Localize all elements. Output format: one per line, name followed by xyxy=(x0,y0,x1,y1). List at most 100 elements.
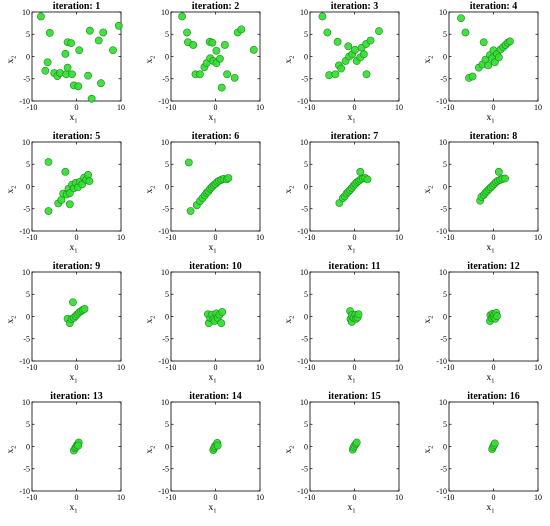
chart-10-xtick-label: 0 xyxy=(214,363,218,372)
chart-15-xtick-label: 0 xyxy=(353,493,357,502)
chart-3-point xyxy=(344,42,353,51)
chart-9-xtick-label: -10 xyxy=(27,363,38,372)
chart-1-point xyxy=(114,21,123,30)
chart-2-point xyxy=(196,70,204,79)
chart-2-xlabel-sub: 1 xyxy=(213,118,216,125)
chart-16-xtick-label: -10 xyxy=(444,493,455,502)
chart-1-ytick-label: -10 xyxy=(19,97,30,106)
chart-3-point xyxy=(318,12,327,21)
chart-15-ytick-label: 5 xyxy=(304,420,308,429)
chart-9-title: iteration: 9 xyxy=(53,261,101,272)
chart-14-title: iteration: 14 xyxy=(189,391,242,402)
chart-6-ytick-label: 5 xyxy=(165,160,169,169)
chart-15-ylabel-sub: 2 xyxy=(289,446,296,449)
chart-5-xtick-label: -10 xyxy=(27,233,38,242)
chart-9-ytick-label: 5 xyxy=(26,290,30,299)
chart-12-point xyxy=(493,312,501,320)
chart-16-xtick-label: 10 xyxy=(534,493,542,502)
chart-12-ytick-label: 5 xyxy=(443,290,447,299)
chart-10-point xyxy=(217,319,226,328)
chart-15-ylabel-main: x xyxy=(284,449,294,454)
chart-1-ytick-label: 10 xyxy=(22,8,30,17)
chart-3-xlabel-main: x xyxy=(348,113,353,123)
chart-8-xtick-label: 10 xyxy=(534,233,542,242)
chart-9-ylabel: x2 xyxy=(6,316,18,324)
chart-8-point xyxy=(501,174,509,183)
chart-11-ytick-label: 0 xyxy=(304,312,308,321)
chart-12-title: iteration: 12 xyxy=(467,261,520,272)
chart-14-xlabel-sub: 1 xyxy=(213,508,216,515)
chart-8-ytick-label: -10 xyxy=(436,227,447,236)
chart-5-point xyxy=(44,158,53,166)
chart-3-point xyxy=(362,70,371,79)
chart-1-point xyxy=(68,70,76,79)
chart-6-xlabel-main: x xyxy=(209,243,214,253)
chart-2-point xyxy=(216,54,224,63)
chart-6-xlabel-sub: 1 xyxy=(213,248,216,255)
chart-15-xlabel-main: x xyxy=(348,503,353,513)
chart-10-ylabel-main: x xyxy=(145,319,155,324)
chart-5-xtick-label: 10 xyxy=(117,233,125,242)
chart-3-ytick-label: -5 xyxy=(301,75,308,84)
chart-16-ytick-label: 5 xyxy=(443,420,447,429)
chart-12-xlabel: x1 xyxy=(487,373,495,385)
chart-4-point xyxy=(457,14,465,23)
chart-10-ytick-label: 10 xyxy=(161,268,169,277)
chart-13-xlabel: x1 xyxy=(70,503,78,515)
chart-7-ytick-label: -10 xyxy=(297,227,308,236)
chart-11-ylabel-main: x xyxy=(284,319,294,324)
chart-3-ytick-label: 10 xyxy=(300,8,308,17)
chart-2-xtick-label: -10 xyxy=(166,103,177,112)
chart-11-title: iteration: 11 xyxy=(329,261,381,272)
chart-6-point xyxy=(224,174,233,182)
chart-16-ytick-label: 0 xyxy=(443,442,447,451)
chart-9-xtick-label: 10 xyxy=(117,363,125,372)
chart-1-point xyxy=(85,26,94,35)
chart-1-point xyxy=(41,66,50,75)
chart-1-xtick-label: 0 xyxy=(75,103,79,112)
chart-4-xlabel: x1 xyxy=(487,113,495,125)
chart-8-ytick-label: -5 xyxy=(440,205,447,214)
chart-2-ytick-label: 0 xyxy=(165,52,169,61)
chart-3-point xyxy=(375,27,383,36)
chart-3-ylabel: x2 xyxy=(284,56,296,64)
chart-15-xlabel-sub: 1 xyxy=(352,508,355,515)
chart-5-title: iteration: 5 xyxy=(53,131,101,142)
chart-3-ylabel-sub: 2 xyxy=(289,56,296,59)
chart-8-ytick-label: 5 xyxy=(443,160,447,169)
chart-2-title: iteration: 2 xyxy=(192,1,240,12)
chart-14-xlabel-main: x xyxy=(209,503,214,513)
chart-12-ylabel-sub: 2 xyxy=(428,316,435,319)
chart-10-ylabel-sub: 2 xyxy=(150,316,157,319)
chart-3-xlabel-sub: 1 xyxy=(352,118,355,125)
chart-2-ylabel-main: x xyxy=(145,59,155,64)
chart-7-xtick-label: 10 xyxy=(395,233,403,242)
chart-13-point xyxy=(74,441,83,450)
chart-5-ytick-label: -5 xyxy=(23,205,30,214)
chart-10-title: iteration: 10 xyxy=(189,261,242,272)
chart-8-title: iteration: 8 xyxy=(470,131,518,142)
chart-12-ylabel: x2 xyxy=(423,316,435,324)
chart-13-ytick-label: -5 xyxy=(23,465,30,474)
chart-9-xlabel-sub: 1 xyxy=(74,378,77,385)
chart-3-point xyxy=(331,70,340,79)
chart-9-point xyxy=(69,298,77,307)
chart-11-xtick-label: 10 xyxy=(395,363,403,372)
chart-6-point xyxy=(186,207,195,215)
chart-4-point xyxy=(479,38,488,47)
chart-14-ytick-label: 0 xyxy=(165,442,169,451)
chart-9-ylabel-main: x xyxy=(6,319,16,324)
chart-12-xtick-label: 0 xyxy=(492,363,496,372)
chart-1-ytick-label: 5 xyxy=(26,30,30,39)
chart-1-point xyxy=(109,46,117,55)
chart-5-ytick-label: -10 xyxy=(19,227,30,236)
chart-1-xlabel-main: x xyxy=(70,113,75,123)
chart-13-xlabel-sub: 1 xyxy=(74,508,77,515)
chart-5-xtick-label: 0 xyxy=(75,233,79,242)
